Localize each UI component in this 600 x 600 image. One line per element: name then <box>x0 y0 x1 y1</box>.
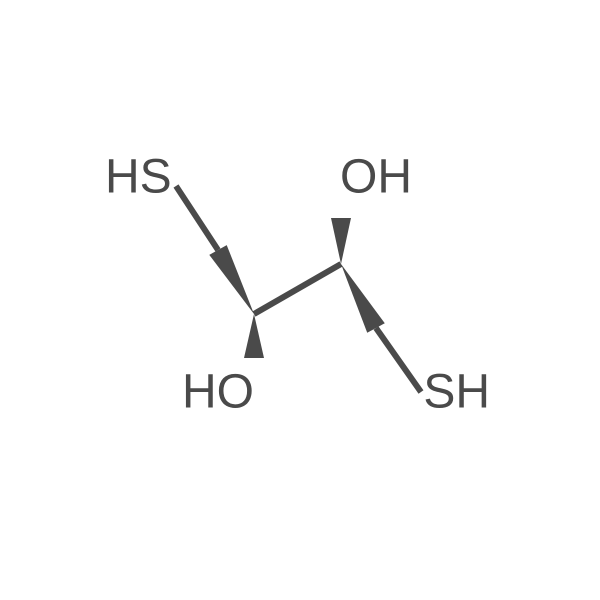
atom-label: HS <box>105 151 172 204</box>
atom-label: SH <box>423 366 490 419</box>
bond-line <box>376 328 421 392</box>
bond-line <box>176 186 218 250</box>
bond-line <box>254 264 341 314</box>
bond-wedge <box>209 245 254 314</box>
atom-label: OH <box>340 151 412 204</box>
molecule-diagram: HS OH HO SH <box>0 0 600 600</box>
bond-wedge <box>341 264 385 333</box>
atom-label: HO <box>182 366 254 419</box>
bond-wedge <box>244 314 264 358</box>
bond-wedge <box>331 218 351 264</box>
